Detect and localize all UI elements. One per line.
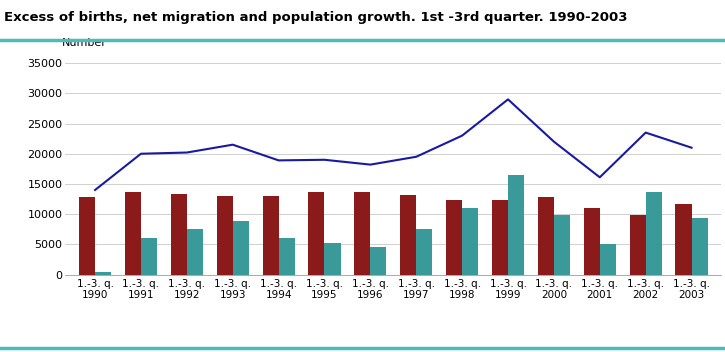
Bar xyxy=(462,208,478,275)
Bar xyxy=(79,197,95,275)
Bar xyxy=(262,196,278,275)
Bar xyxy=(308,193,325,275)
Bar xyxy=(584,208,600,275)
Bar xyxy=(508,175,524,275)
Bar xyxy=(278,238,294,275)
Bar xyxy=(676,205,692,275)
Bar xyxy=(646,193,662,275)
Bar xyxy=(95,271,111,275)
Bar xyxy=(538,197,554,275)
Bar xyxy=(370,247,386,275)
Bar xyxy=(187,229,203,275)
Bar xyxy=(325,243,341,275)
Bar xyxy=(141,238,157,275)
Bar xyxy=(629,215,646,275)
Bar xyxy=(692,218,708,275)
Bar xyxy=(554,215,570,275)
Bar xyxy=(416,229,432,275)
Bar xyxy=(600,244,616,275)
Bar xyxy=(446,200,462,275)
Bar xyxy=(217,196,233,275)
Text: Number: Number xyxy=(62,38,107,48)
Bar xyxy=(355,192,370,275)
Bar xyxy=(233,221,249,275)
Bar xyxy=(171,194,187,275)
Bar xyxy=(125,192,141,275)
Bar xyxy=(400,195,416,275)
Bar xyxy=(492,200,508,275)
Text: Excess of births, net migration and population growth. 1st -3rd quarter. 1990-20: Excess of births, net migration and popu… xyxy=(4,11,627,24)
